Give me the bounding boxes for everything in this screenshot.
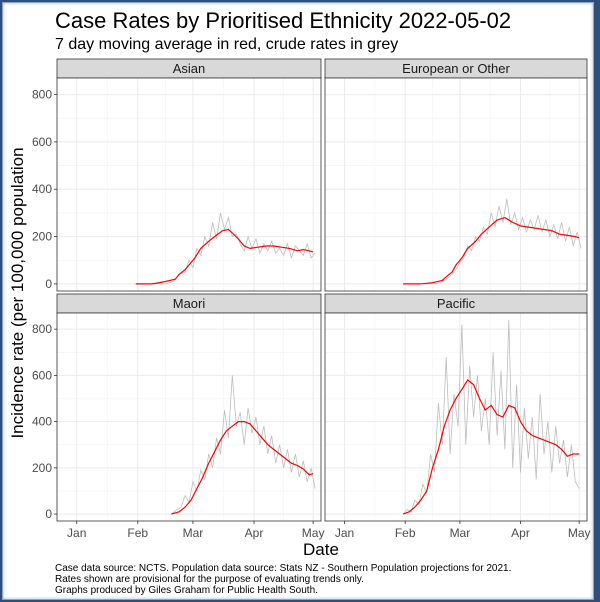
y-tick-label: 600 xyxy=(32,368,52,382)
moving-average-line xyxy=(135,228,314,285)
panel-border xyxy=(56,312,322,522)
x-tick-label: May xyxy=(302,526,325,540)
moving-average-line xyxy=(402,379,580,515)
panel-european-or-other: European or Other xyxy=(324,58,588,292)
panel-pacific: Pacific Jan Feb Mar Apr May xyxy=(324,293,591,540)
x-tick-label: Apr xyxy=(511,526,530,540)
y-tick-label: 400 xyxy=(32,415,52,429)
y-tick-label: 600 xyxy=(32,135,52,149)
facet-strip-label: Pacific xyxy=(437,296,476,311)
caption-line-credit: Graphs produced by Giles Graham for Publ… xyxy=(55,585,318,596)
caption-line-provisional: Rates shown are provisional for the purp… xyxy=(55,574,364,585)
x-tick-label: Mar xyxy=(183,526,204,540)
crude-rate-line xyxy=(135,212,316,285)
facet-strip-label: European or Other xyxy=(402,61,510,76)
chart-subtitle: 7 day moving average in red, crude rates… xyxy=(55,36,398,53)
x-tick-label: May xyxy=(568,526,591,540)
panel-background xyxy=(325,313,587,521)
y-tick-label: 0 xyxy=(45,277,52,291)
panel-background xyxy=(325,78,587,291)
crude-rate-line xyxy=(171,375,316,515)
chart-title: Case Rates by Prioritised Ethnicity 2022… xyxy=(55,8,511,33)
panel-background xyxy=(57,78,321,291)
caption: Case data source: NCTS. Population data … xyxy=(55,563,585,596)
y-tick-label: 800 xyxy=(32,322,52,336)
faceted-line-chart: Case Rates by Prioritised Ethnicity 2022… xyxy=(8,8,591,559)
y-tick-label: 800 xyxy=(32,88,52,102)
caption-line-sources: Case data source: NCTS. Population data … xyxy=(55,563,512,574)
x-tick-label: Feb xyxy=(395,526,416,540)
x-axis-label: Date xyxy=(303,540,339,559)
facet-panels: Asian 0 200 400 600 800 European or Other Maori… xyxy=(32,58,591,540)
panel-border xyxy=(56,77,322,292)
y-tick-label: 400 xyxy=(32,182,52,196)
y-axis-label: Incidence rate (per 100,000 population xyxy=(8,147,27,438)
y-tick-label: 0 xyxy=(45,507,52,521)
x-tick-label: Mar xyxy=(450,526,471,540)
panel-border xyxy=(324,77,588,292)
x-tick-label: Apr xyxy=(245,526,264,540)
y-tick-label: 200 xyxy=(32,461,52,475)
crude-rate-line xyxy=(402,319,580,515)
panel-background xyxy=(57,313,321,521)
facet-strip-label: Maori xyxy=(173,296,206,311)
x-tick-label: Jan xyxy=(335,526,354,540)
moving-average-line xyxy=(403,216,580,285)
moving-average-line xyxy=(171,421,314,515)
facet-strip-label: Asian xyxy=(173,61,206,76)
x-tick-label: Jan xyxy=(67,526,86,540)
panel-maori: Maori 0 200 400 600 800 Jan Feb Mar Apr May xyxy=(32,293,325,540)
panel-border xyxy=(324,312,588,522)
y-tick-label: 200 xyxy=(32,230,52,244)
panel-asian: Asian 0 200 400 600 800 xyxy=(32,58,322,292)
crude-rate-line xyxy=(403,198,582,285)
x-tick-label: Feb xyxy=(127,526,148,540)
